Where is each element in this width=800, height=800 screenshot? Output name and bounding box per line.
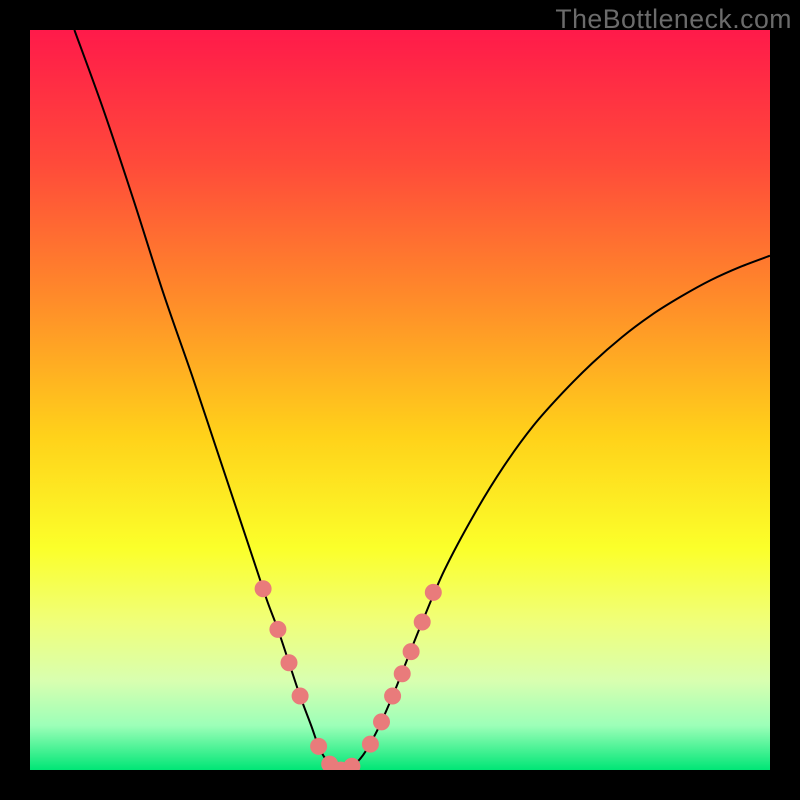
marker-point xyxy=(281,655,297,671)
marker-point xyxy=(270,621,286,637)
marker-point xyxy=(344,758,360,770)
chart-background xyxy=(30,30,770,770)
marker-point xyxy=(414,614,430,630)
chart-plot-area xyxy=(30,30,770,770)
marker-point xyxy=(385,688,401,704)
watermark-text: TheBottleneck.com xyxy=(555,4,792,35)
marker-point xyxy=(425,584,441,600)
marker-point xyxy=(403,644,419,660)
marker-point xyxy=(255,581,271,597)
marker-point xyxy=(362,736,378,752)
marker-point xyxy=(374,714,390,730)
marker-point xyxy=(394,666,410,682)
chart-svg xyxy=(30,30,770,770)
marker-point xyxy=(311,738,327,754)
marker-point xyxy=(292,688,308,704)
